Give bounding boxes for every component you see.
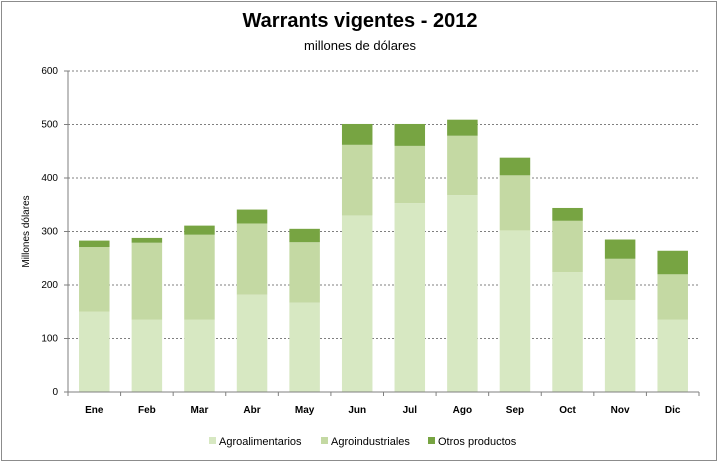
y-tick-label: 400 <box>41 173 58 184</box>
bars <box>79 119 688 392</box>
bar-segment <box>604 258 636 300</box>
x-tick-label: Ene <box>85 405 104 416</box>
bar-segment <box>341 215 373 392</box>
x-tick-label: Mar <box>191 405 209 416</box>
bar-segment <box>289 242 320 303</box>
bar-segment <box>79 240 110 248</box>
legend-swatch <box>321 437 328 444</box>
bar-segment <box>447 135 478 196</box>
bar-segment <box>79 311 110 392</box>
bar-segment <box>394 145 426 204</box>
bar-segment <box>236 209 268 224</box>
y-tick-label: 500 <box>41 120 58 131</box>
bar-segment <box>184 319 215 392</box>
bar-segment <box>552 207 583 221</box>
bar-segment <box>184 225 215 235</box>
bar-segment <box>131 319 163 392</box>
bar-segment <box>499 175 531 231</box>
chart-subtitle: millones de dólares <box>303 38 416 53</box>
x-tick-label: May <box>295 405 315 416</box>
bar-segment <box>236 223 268 295</box>
x-tick-label: Feb <box>138 405 156 416</box>
y-axis-label: Millones dólares <box>21 195 32 267</box>
bar-segment <box>289 228 320 243</box>
bar-segment <box>79 247 110 312</box>
x-axis-ticks: Ene Feb Mar Abr May Jun Jul Ago Sep Oct Nov Dic <box>67 392 700 416</box>
gridlines <box>68 70 699 339</box>
legend-label: Agroalimentarios <box>219 436 302 448</box>
bar-segment <box>447 195 478 392</box>
bar-segment <box>131 242 163 320</box>
x-tick-label: Abr <box>243 405 260 416</box>
bar-segment <box>236 294 268 392</box>
x-tick-label: Sep <box>506 405 524 416</box>
bar-segment <box>552 220 583 273</box>
bar-segment <box>341 144 373 216</box>
bar-segment <box>499 230 531 392</box>
chart-title: Warrants vigentes - 2012 <box>242 10 478 32</box>
bar-segment <box>289 302 320 392</box>
bar-segment <box>447 119 478 136</box>
y-tick-label: 600 <box>41 66 58 77</box>
bar-segment <box>131 237 163 243</box>
y-tick-label: 100 <box>41 334 58 345</box>
bar-segment <box>657 250 688 275</box>
bar-segment <box>604 239 636 259</box>
legend-label: Otros productos <box>438 436 517 448</box>
bar-segment <box>604 299 636 392</box>
bar-segment <box>499 157 531 176</box>
x-tick-label: Jul <box>403 405 418 416</box>
bar-segment <box>657 319 688 392</box>
legend: Agroalimentarios Agroindustriales Otros pr… <box>209 436 517 448</box>
bar-segment <box>184 234 215 320</box>
bar-segment <box>394 123 426 146</box>
x-tick-label: Nov <box>611 405 630 416</box>
bar-segment <box>394 203 426 392</box>
x-tick-label: Jun <box>348 405 366 416</box>
bar-segment <box>552 272 583 392</box>
x-tick-label: Dic <box>665 405 681 416</box>
y-tick-label: 200 <box>41 280 58 291</box>
x-tick-label: Ago <box>453 405 472 416</box>
bar-segment <box>657 274 688 320</box>
y-tick-label: 300 <box>41 227 58 238</box>
y-axis-ticks: 0 100 200 300 400 500 600 <box>41 66 68 398</box>
x-tick-label: Oct <box>559 405 576 416</box>
bar-segment <box>341 123 373 145</box>
y-tick-label: 0 <box>52 387 58 398</box>
legend-swatch <box>209 437 216 444</box>
legend-swatch <box>428 437 435 444</box>
legend-label: Agroindustriales <box>331 436 410 448</box>
